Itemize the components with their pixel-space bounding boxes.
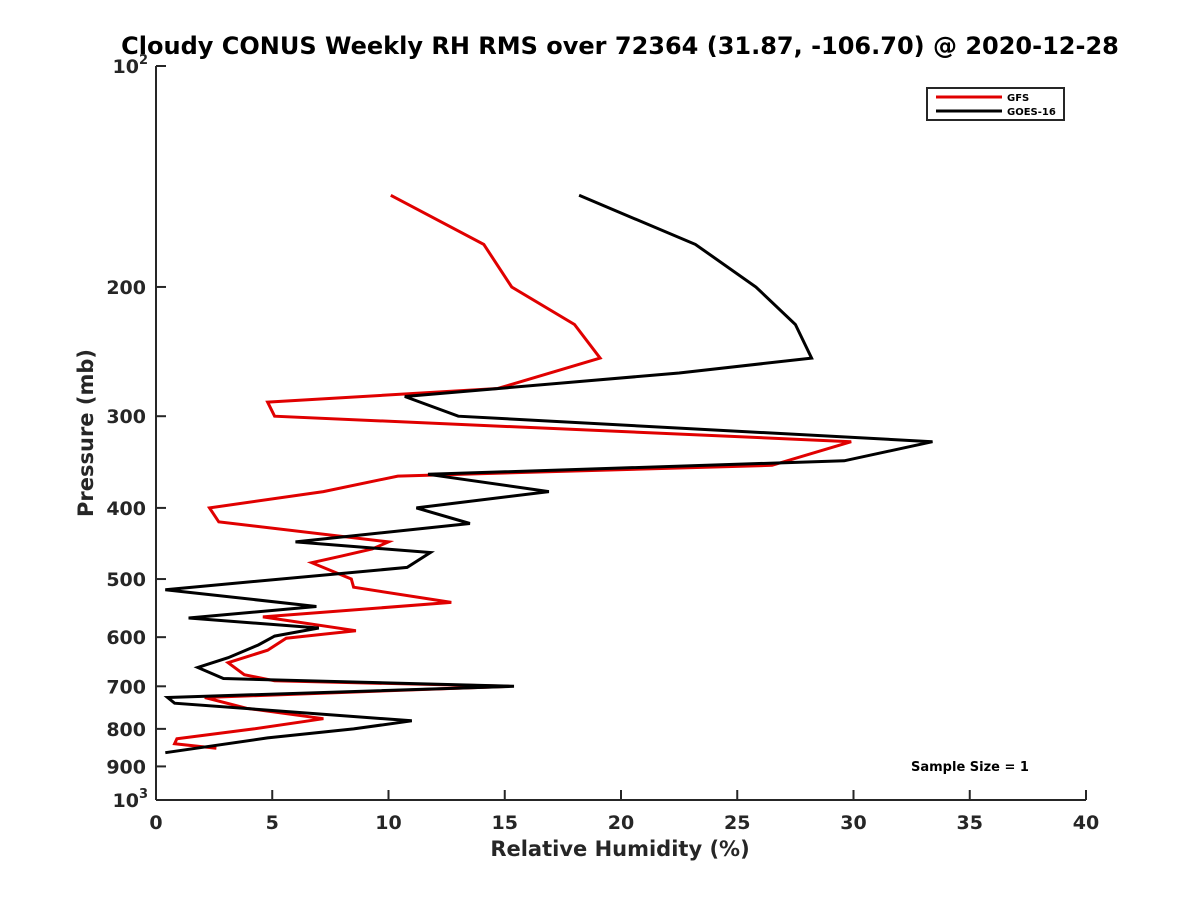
x-axis-label: Relative Humidity (%) <box>490 837 749 861</box>
x-tick-label: 10 <box>375 812 401 834</box>
y-tick-label: 800 <box>106 719 146 741</box>
x-tick-label: 35 <box>957 812 983 834</box>
y-tick-label: 200 <box>106 277 146 299</box>
x-tick-label: 40 <box>1073 812 1099 834</box>
y-tick-label: 500 <box>106 569 146 591</box>
y-tick-label: 300 <box>106 406 146 428</box>
chart-title: Cloudy CONUS Weekly RH RMS over 72364 (3… <box>121 32 1119 60</box>
x-tick-label: 5 <box>266 812 279 834</box>
legend-label: GOES-16 <box>1007 107 1056 118</box>
x-tick-label: 0 <box>149 812 162 834</box>
y-tick-label: 103 <box>113 787 149 812</box>
series-line-gfs <box>172 193 852 750</box>
y-tick-label: 700 <box>106 676 146 698</box>
sample-size-annotation: Sample Size = 1 <box>911 760 1029 775</box>
series-layer <box>163 193 933 755</box>
y-axis-label: Pressure (mb) <box>74 349 98 517</box>
y-tick-label: 102 <box>113 53 149 78</box>
x-tick-label: 20 <box>608 812 634 834</box>
x-tick-label: 30 <box>840 812 866 834</box>
x-tick-label: 25 <box>724 812 750 834</box>
legend: GFS GOES-16 <box>926 87 1065 121</box>
y-tick-label: 400 <box>106 498 146 520</box>
x-tick-label: 15 <box>492 812 518 834</box>
y-tick-label: 600 <box>106 627 146 649</box>
series-line-goes-16 <box>163 193 933 755</box>
legend-box <box>926 87 1065 121</box>
legend-label: GFS <box>1007 93 1029 104</box>
y-tick-label: 900 <box>106 756 146 778</box>
axes: 0 5 10 15 20 25 30 35 40 102 103 200 300 400 500 600 700… <box>106 53 1099 834</box>
